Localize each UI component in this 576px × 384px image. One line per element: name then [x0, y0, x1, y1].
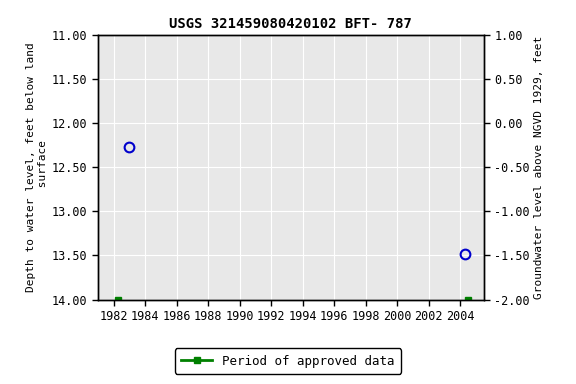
Legend: Period of approved data: Period of approved data — [175, 348, 401, 374]
Y-axis label: Groundwater level above NGVD 1929, feet: Groundwater level above NGVD 1929, feet — [534, 35, 544, 299]
Title: USGS 321459080420102 BFT- 787: USGS 321459080420102 BFT- 787 — [169, 17, 412, 31]
Y-axis label: Depth to water level, feet below land
 surface: Depth to water level, feet below land su… — [26, 42, 48, 292]
